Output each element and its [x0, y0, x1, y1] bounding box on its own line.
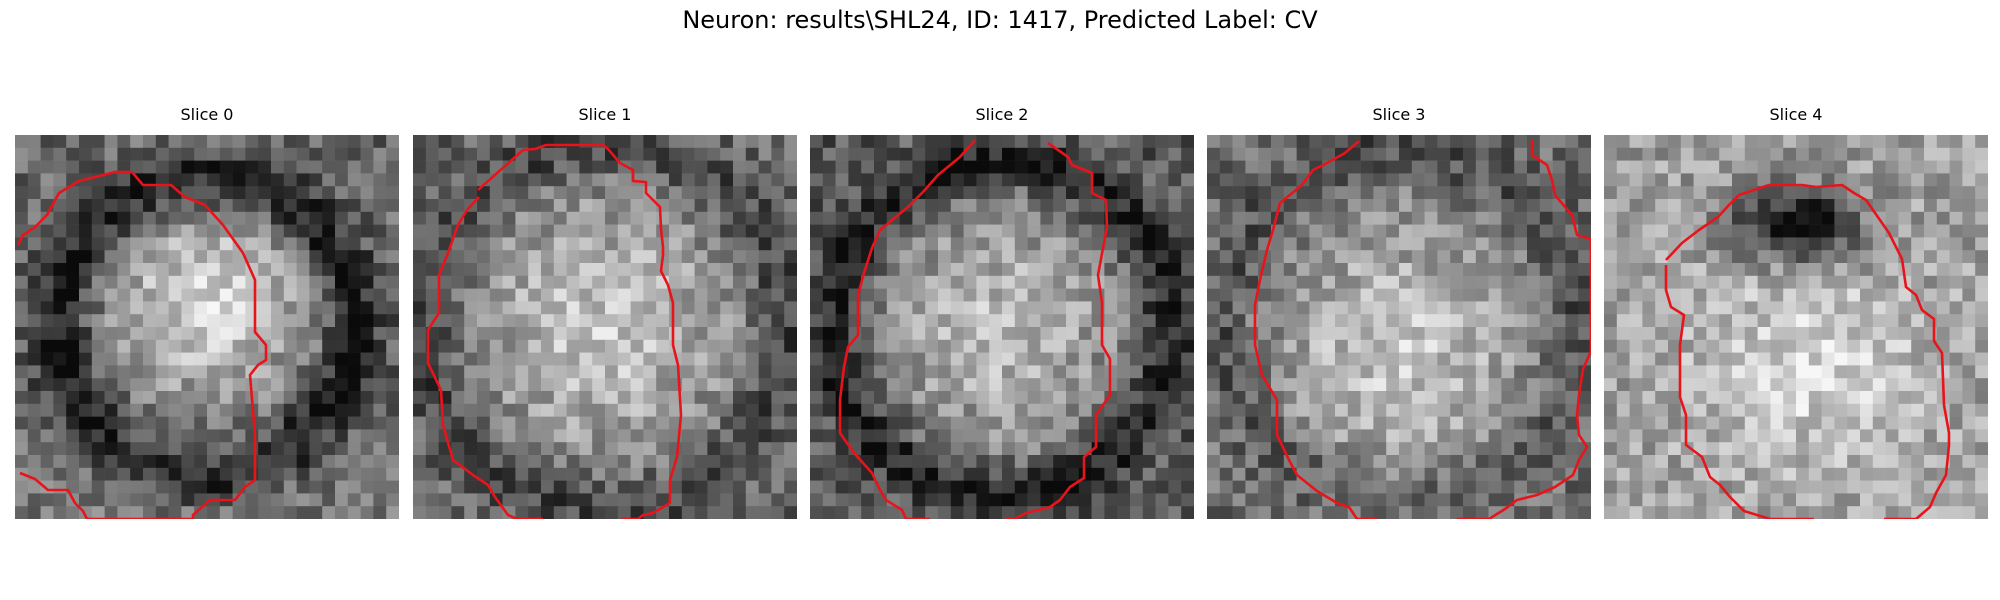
slice-image-3	[1207, 135, 1591, 519]
slice-svg-3	[1207, 135, 1591, 519]
slice-svg-1	[413, 135, 797, 519]
contour-line	[1664, 265, 1814, 519]
contour-line	[1253, 140, 1377, 519]
figure-title: Neuron: results\SHL24, ID: 1417, Predict…	[682, 6, 1318, 34]
contour-line	[16, 170, 268, 519]
pixel-grid	[1207, 135, 1591, 519]
slice-image-0	[15, 135, 399, 519]
slice-title-3: Slice 3	[1372, 105, 1426, 124]
contour-line	[1457, 140, 1591, 519]
contour-line	[838, 139, 976, 519]
slice-image-2	[810, 135, 1194, 519]
slice-image-1	[413, 135, 797, 519]
slice-title-0: Slice 0	[180, 105, 234, 124]
slice-title-2: Slice 2	[975, 105, 1029, 124]
slice-title-1: Slice 1	[578, 105, 632, 124]
contour-line	[426, 196, 543, 519]
slice-svg-0	[15, 135, 399, 519]
slice-svg-2	[810, 135, 1194, 519]
contour-line	[1005, 141, 1112, 519]
slice-image-4	[1604, 135, 1988, 519]
slice-svg-4	[1604, 135, 1988, 519]
slice-title-4: Slice 4	[1769, 105, 1823, 124]
contour-line	[1665, 183, 1951, 519]
pixel-grid	[1604, 135, 1988, 519]
pixel-grid	[810, 135, 1194, 519]
pixel-grid	[413, 135, 797, 519]
contour-line	[477, 143, 683, 519]
pixel-grid	[15, 135, 399, 519]
